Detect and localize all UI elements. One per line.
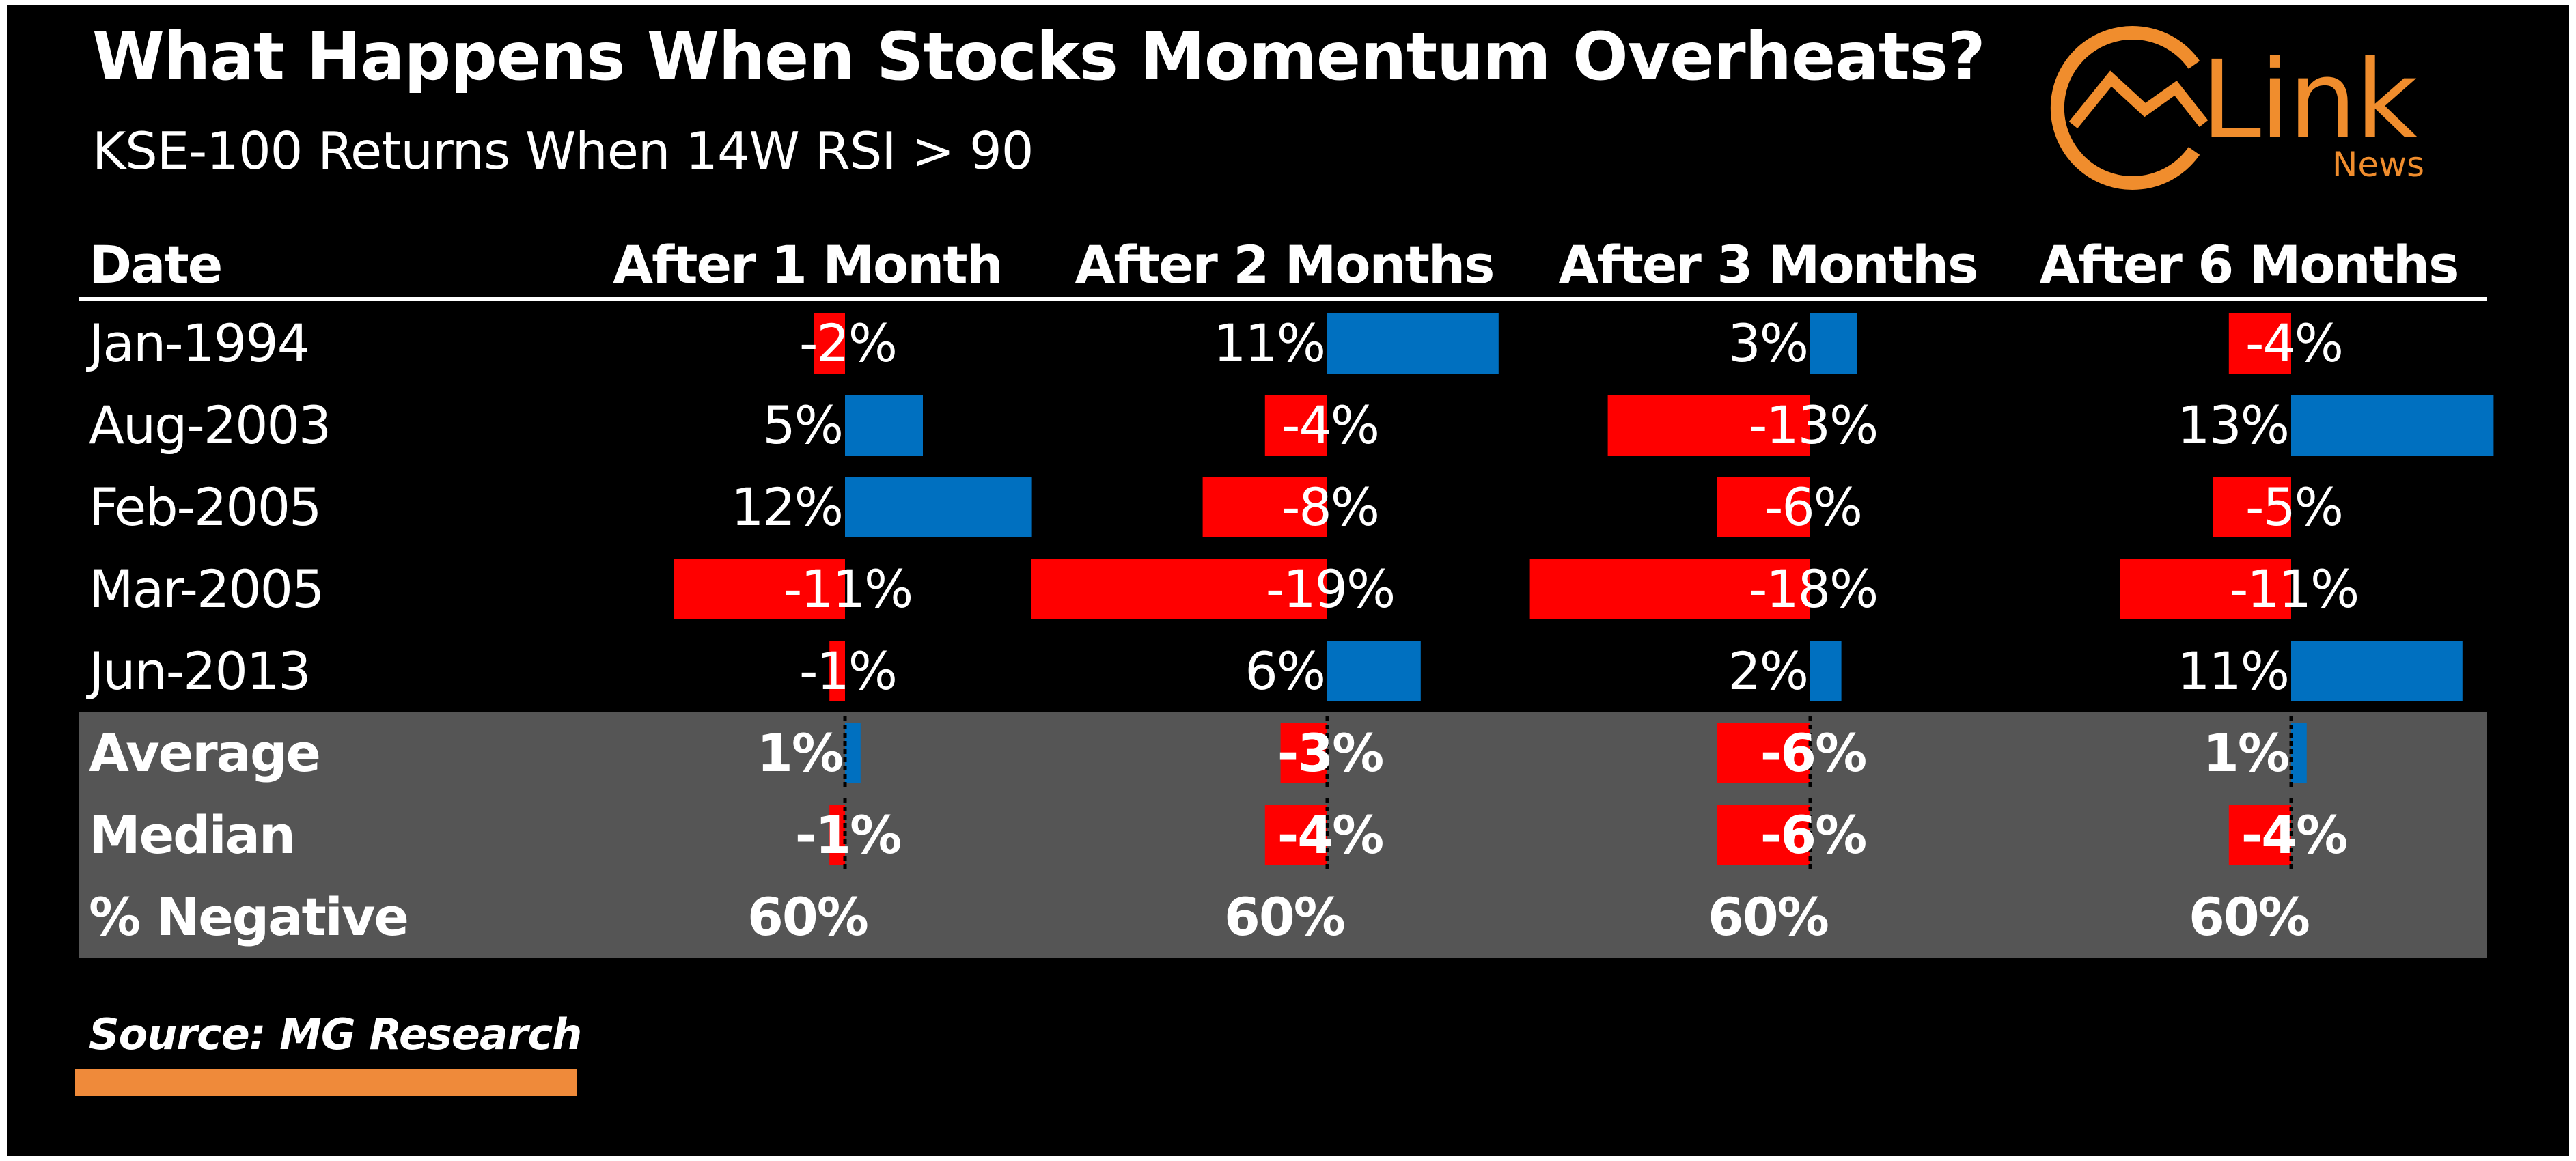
bar: [2291, 641, 2463, 701]
source-accent-bar: [75, 1069, 577, 1096]
row-date-label: Aug-2003: [89, 395, 331, 456]
bar: [814, 313, 845, 374]
bar: [674, 559, 845, 619]
bar: [2228, 313, 2291, 374]
data-label: 60%: [1224, 886, 1346, 947]
data-label: 12%: [731, 477, 844, 537]
bar: [829, 641, 845, 701]
chart-canvas: What Happens When Stocks Momentum Overhe…: [7, 5, 2569, 1156]
row-date-label: Feb-2005: [89, 477, 322, 537]
data-label: 11%: [2177, 641, 2290, 701]
data-label: 5%: [762, 395, 844, 456]
bar: [1264, 395, 1327, 456]
bar: [1264, 805, 1327, 865]
logo-zigzag: [2068, 70, 2208, 129]
data-label: 60%: [747, 886, 869, 947]
bar: [1810, 313, 1857, 374]
row-date-label: Jan-1994: [89, 313, 310, 374]
data-label: -4%: [1282, 395, 1380, 456]
data-label: -1%: [799, 641, 898, 701]
data-label: 60%: [2189, 886, 2310, 947]
bar: [845, 723, 861, 783]
bar: [1202, 477, 1327, 537]
bar: [1717, 477, 1810, 537]
link-news-logo-icon: [2050, 26, 2208, 190]
bar: [1280, 723, 1327, 783]
bar: [1607, 395, 1810, 456]
data-label: -4%: [2245, 313, 2344, 374]
chart-title: What Happens When Stocks Momentum Overhe…: [92, 18, 1986, 95]
bar: [1031, 559, 1327, 619]
bar: [2120, 559, 2291, 619]
data-label: -5%: [2245, 477, 2344, 537]
bar: [1529, 559, 1810, 619]
row-date-label: Jun-2013: [89, 641, 311, 701]
data-label: -6%: [1764, 477, 1863, 537]
summary-row-label: % Negative: [89, 886, 409, 947]
data-label: -13%: [1748, 395, 1879, 456]
data-label: -1%: [794, 805, 902, 865]
bar: [1327, 313, 1499, 374]
column-header: After 3 Months: [1558, 234, 1979, 295]
data-label: 60%: [1708, 886, 1829, 947]
data-label: 13%: [2177, 395, 2290, 456]
column-header: After 2 Months: [1075, 234, 1495, 295]
summary-row-label: Average: [89, 723, 321, 783]
logo-name: Link: [2201, 38, 2418, 163]
bar: [1327, 641, 1421, 701]
data-label: -11%: [2229, 559, 2359, 619]
bar: [1810, 641, 1842, 701]
data-label: -4%: [2241, 805, 2349, 865]
bar: [1717, 805, 1810, 865]
bar: [2291, 723, 2307, 783]
data-label: 11%: [1213, 313, 1326, 374]
logo-sub: News: [2332, 145, 2425, 184]
bar: [2291, 395, 2494, 456]
column-header: After 1 Month: [613, 234, 1003, 295]
data-label: 3%: [1728, 313, 1809, 374]
bar: [845, 477, 1032, 537]
data-label: 2%: [1728, 641, 1809, 701]
data-label: 1%: [756, 723, 844, 783]
data-label: -6%: [1760, 805, 1868, 865]
chart-subtitle: KSE-100 Returns When 14W RSI > 90: [92, 121, 1034, 181]
data-label: -8%: [1282, 477, 1380, 537]
bar: [829, 805, 845, 865]
data-label: -11%: [783, 559, 913, 619]
data-label: -2%: [799, 313, 898, 374]
source-note: Source: MG Research: [89, 1009, 582, 1059]
column-header: After 6 Months: [2039, 234, 2460, 295]
column-header-date: Date: [89, 234, 223, 295]
bar: [845, 395, 923, 456]
bar: [2228, 805, 2291, 865]
bar: [1717, 723, 1810, 783]
row-date-label: Mar-2005: [89, 559, 324, 619]
data-label: 1%: [2202, 723, 2290, 783]
data-label: -19%: [1265, 559, 1396, 619]
chart-area: Date After 1 Month After 2 Months After 3 M…: [7, 5, 2569, 1156]
data-label: -4%: [1277, 805, 1385, 865]
chart-svg: [79, 297, 2494, 958]
header-rule: [79, 297, 2487, 301]
data-label: -18%: [1748, 559, 1879, 619]
bar: [2213, 477, 2291, 537]
data-label: -3%: [1277, 723, 1385, 783]
summary-row-label: Median: [89, 805, 296, 865]
data-label: -6%: [1760, 723, 1868, 783]
logo-circle: [2050, 26, 2200, 190]
data-label: 6%: [1245, 641, 1326, 701]
